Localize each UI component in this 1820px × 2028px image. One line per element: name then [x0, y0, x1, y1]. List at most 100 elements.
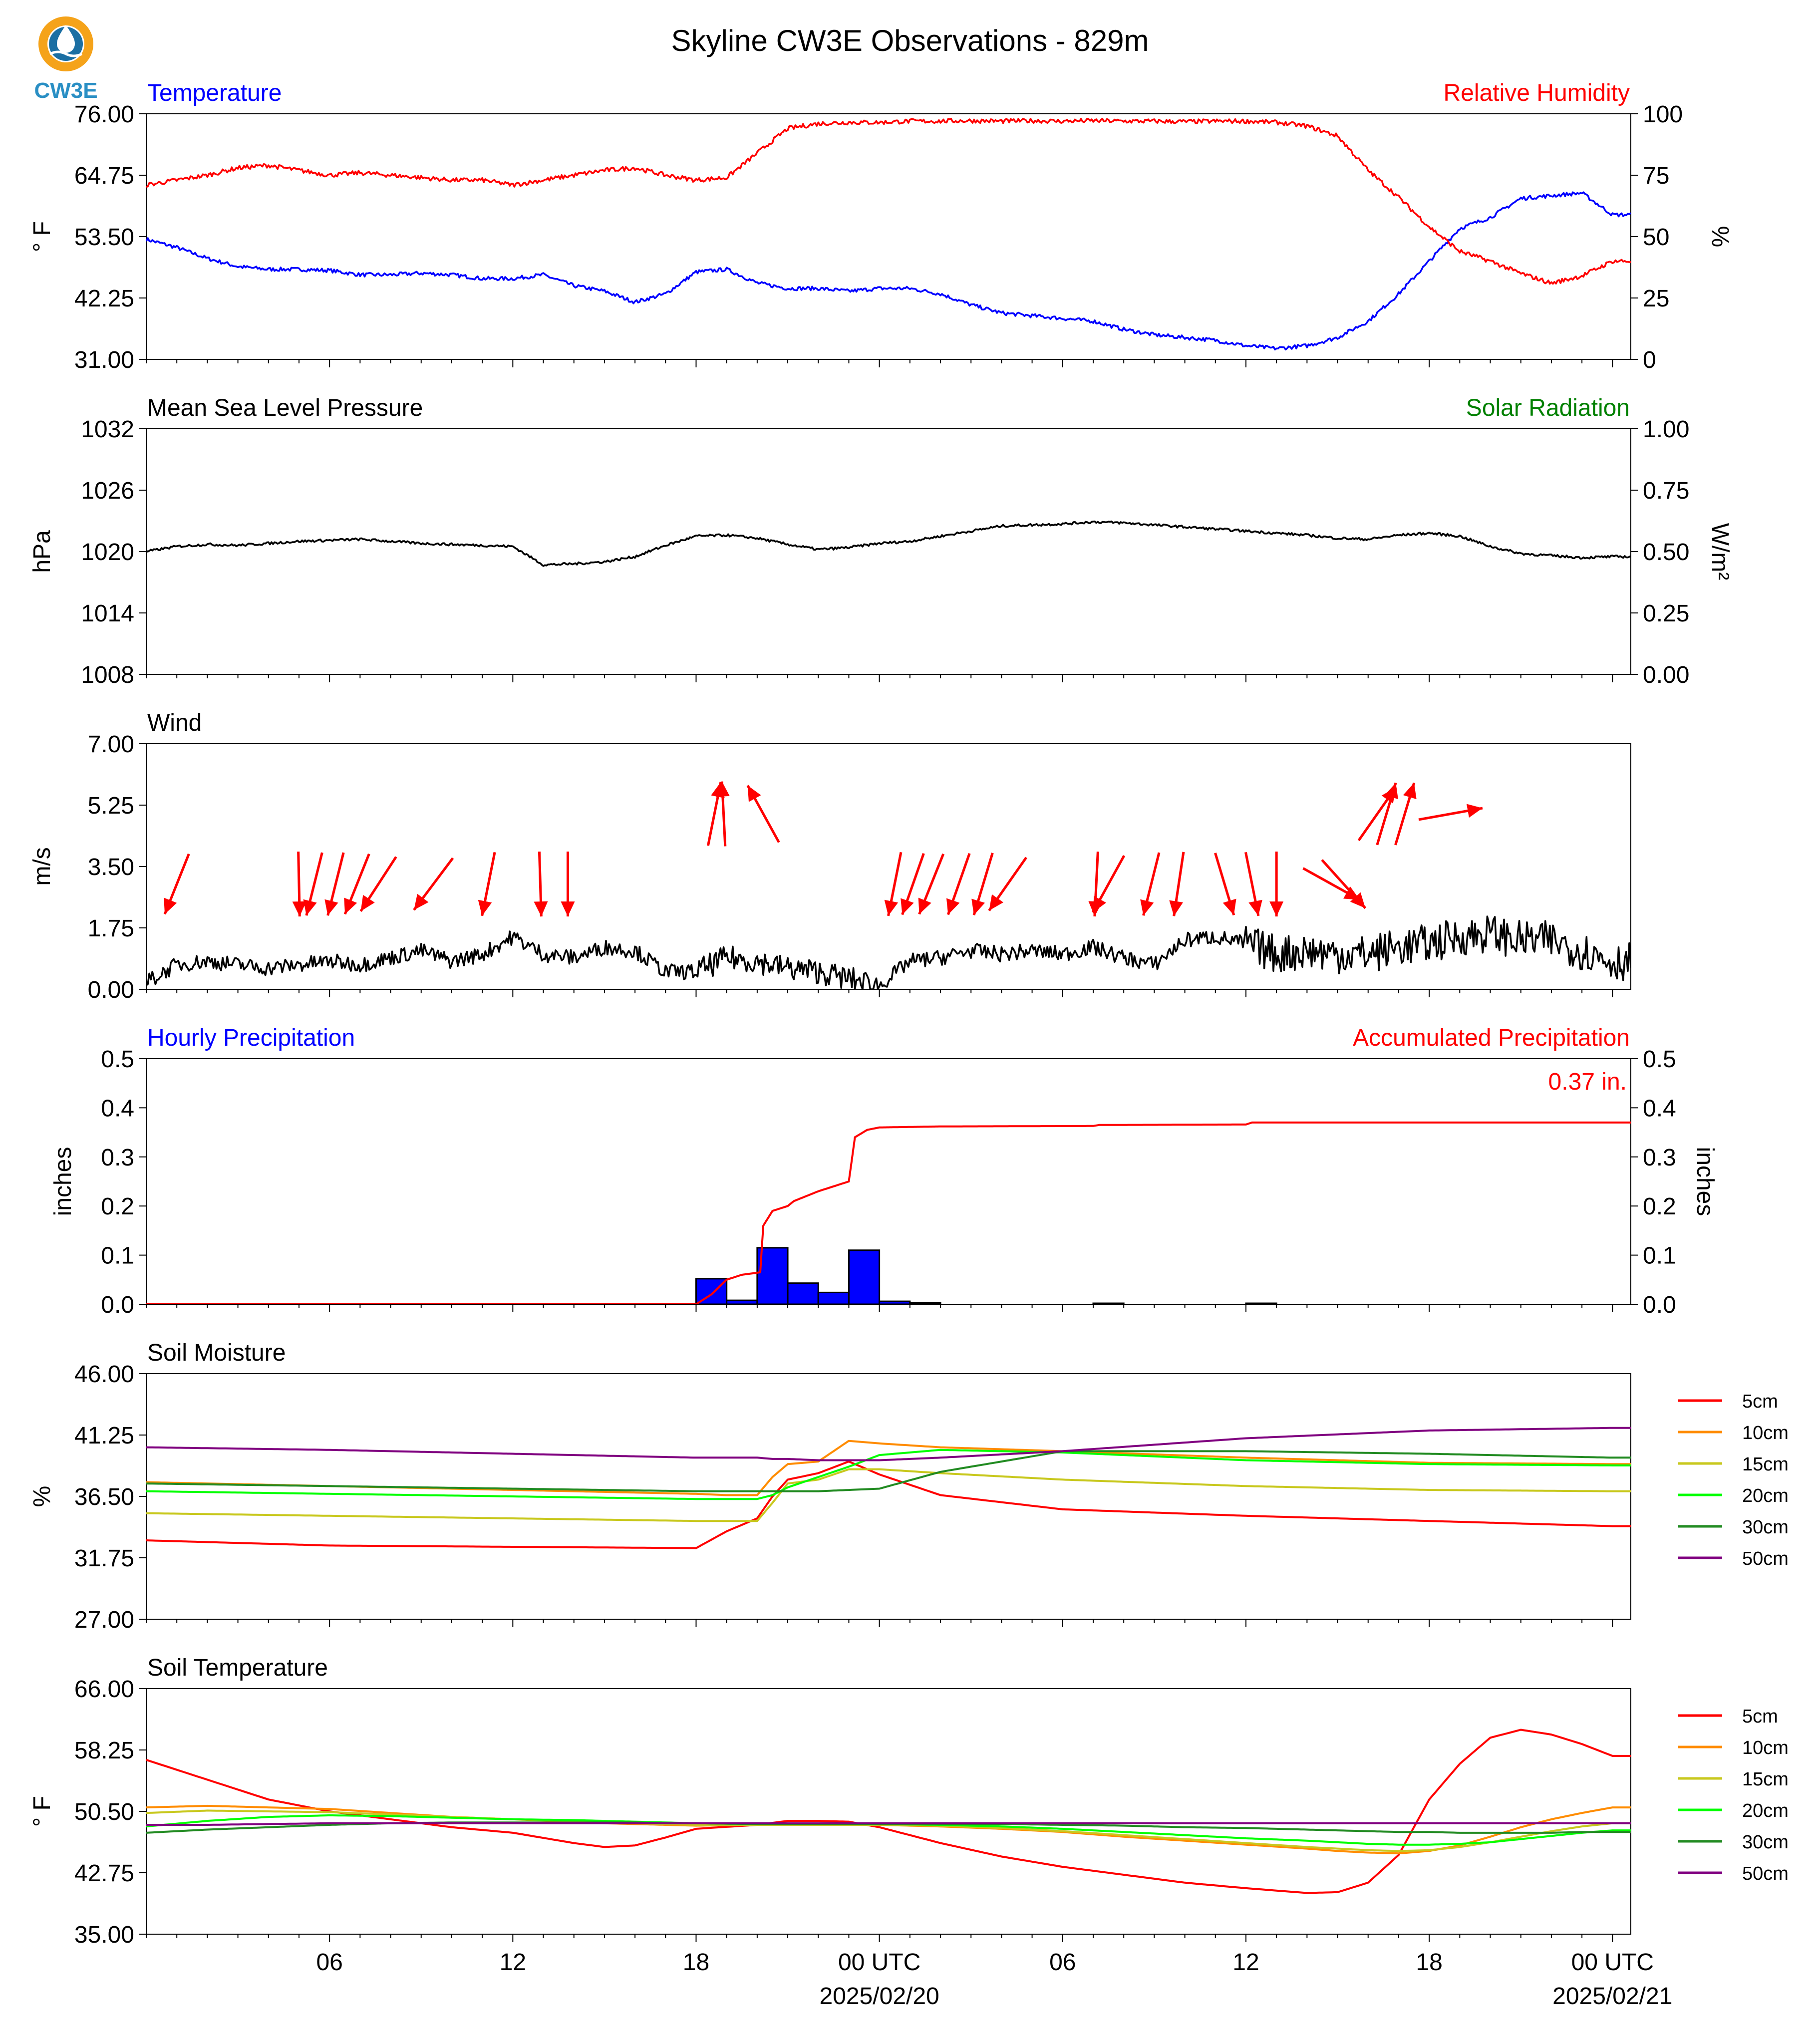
legend-label: 20cm: [1742, 1800, 1789, 1821]
series-line-accumulated-precipitation: [146, 1121, 1631, 1304]
plot-area: [146, 1121, 1631, 1304]
panel-soil-temperature: 35.00 42.75 50.50 58.25 66.00 Soil Temperatur…: [29, 1655, 1789, 1948]
wind-arrow: [413, 857, 454, 911]
y2-tick-label: 0.25: [1643, 600, 1689, 627]
logo-drop-icon: [57, 25, 75, 53]
precip-bar: [787, 1282, 819, 1304]
precip-bar: [726, 1299, 758, 1304]
wind-arrow-head: [534, 901, 548, 917]
wind-arrow-head: [1093, 896, 1106, 913]
y-tick-label: 1014: [81, 600, 134, 627]
y-tick-label: 5.25: [88, 793, 134, 819]
wind-arrow: [303, 852, 323, 916]
y2-tick-label: 0: [1643, 347, 1656, 373]
panel-pressure: 1008 1014 1020 1026 1032 0.00 0.25 0.50 0.75 1.00…: [29, 395, 1733, 688]
wind-arrow: [1321, 859, 1367, 909]
wind-arrow: [1214, 853, 1236, 916]
series-line-15cm: [146, 1468, 1631, 1522]
wind-arrow-head: [715, 781, 730, 797]
legend-label: 10cm: [1742, 1423, 1789, 1444]
plot-area: [146, 1729, 1631, 1894]
wind-arrow-head: [1169, 900, 1183, 916]
x-tick-label: 18: [1416, 1949, 1442, 1976]
precip-bar: [756, 1247, 789, 1304]
series-line-50cm: [146, 1822, 1631, 1826]
wind-arrow: [1169, 852, 1185, 916]
wind-arrow: [324, 852, 345, 916]
legend-label: 5cm: [1742, 1391, 1778, 1412]
y-tick-label: 31.75: [74, 1545, 134, 1572]
wind-arrow: [1140, 852, 1161, 916]
y-tick-label: 50.50: [74, 1799, 134, 1825]
y2-tick-label: 0.4: [1643, 1095, 1676, 1122]
wind-arrow-head: [414, 893, 429, 910]
y2-axis-label: inches: [1692, 1147, 1718, 1216]
wind-arrow-head: [561, 901, 575, 917]
y-tick-label: 41.25: [74, 1423, 134, 1449]
legend: 5cm 10cm 15cm 20cm 30cm 50cm: [1678, 1706, 1789, 1884]
wind-arrow: [534, 852, 548, 917]
wind-arrow-head: [747, 785, 761, 802]
wind-arrow-head: [884, 899, 899, 916]
panel-left-title: Wind: [147, 710, 202, 736]
plot-area: [146, 1427, 1631, 1549]
y2-tick-label: 1.00: [1643, 416, 1689, 443]
x-tick-label: 06: [316, 1949, 342, 1976]
y-tick-label: 1020: [81, 539, 134, 566]
y-tick-label: 42.25: [74, 286, 134, 312]
y-tick-label: 1.75: [88, 915, 134, 942]
panel-right-title: Accumulated Precipitation: [1353, 1025, 1630, 1051]
wind-arrow: [1394, 782, 1417, 846]
series-line-5cm: [146, 1729, 1631, 1894]
accumulated-total-label: 0.37 in.: [1548, 1069, 1627, 1095]
wind-arrow-head: [1350, 892, 1366, 908]
wind-arrow: [1092, 855, 1126, 913]
wind-arrow-head: [303, 899, 317, 916]
panel-wind: 0.00 1.75 3.50 5.25 7.00 Wind m/s: [29, 710, 1631, 1003]
precip-bar: [817, 1291, 850, 1304]
y-tick-label: 1008: [81, 662, 134, 688]
precip-bar: [1092, 1302, 1125, 1304]
y-axis-label: m/s: [29, 847, 55, 885]
y-tick-label: 0.3: [101, 1145, 134, 1171]
panel-left-title: Temperature: [147, 80, 282, 106]
wind-arrow: [971, 853, 994, 916]
x-tick-label: 00 UTC: [838, 1949, 920, 1976]
wind-arrow: [1418, 804, 1483, 821]
y2-tick-label: 75: [1643, 163, 1669, 189]
wind-arrow-head: [1222, 898, 1236, 915]
logo-wave-icon: [49, 50, 83, 57]
wind-arrow: [561, 852, 575, 917]
series-line-temperature: [146, 191, 1631, 351]
legend-label: 5cm: [1742, 1706, 1778, 1727]
y2-tick-label: 0.2: [1643, 1193, 1676, 1220]
y-tick-label: 0.1: [101, 1243, 134, 1269]
x-tick-label: 12: [500, 1949, 526, 1976]
series-line-50cm: [146, 1427, 1631, 1461]
y-tick-label: 53.50: [74, 224, 134, 251]
y2-tick-label: 0.75: [1643, 478, 1689, 504]
wind-arrow: [946, 853, 971, 915]
legend-label: 50cm: [1742, 1548, 1789, 1569]
y2-tick-label: 0.3: [1643, 1145, 1676, 1171]
legend-label: 15cm: [1742, 1769, 1789, 1790]
x-tick-label: 00 UTC: [1571, 1949, 1654, 1976]
y-tick-label: 64.75: [74, 163, 134, 189]
precip-bar: [848, 1249, 881, 1304]
wind-arrow: [163, 853, 190, 915]
wind-arrow: [1376, 782, 1398, 846]
wind-arrow: [1269, 852, 1284, 917]
wind-arrow: [715, 781, 730, 847]
wind-arrow-head: [324, 899, 338, 916]
y-tick-label: 0.5: [101, 1046, 134, 1073]
y2-axis-label: W/m²: [1707, 523, 1733, 580]
wind-arrow: [292, 852, 306, 917]
wind-arrow: [918, 853, 945, 915]
legend-label: 30cm: [1742, 1517, 1789, 1538]
panel-soil-moisture: 27.00 31.75 36.50 41.25 46.00 Soil Moisture% 5…: [29, 1340, 1789, 1633]
wind-arrow: [359, 856, 397, 912]
logo-ring-icon: [38, 16, 93, 71]
figure-title: Skyline CW3E Observations - 829m: [671, 24, 1149, 57]
x-tick-label: 06: [1049, 1949, 1076, 1976]
